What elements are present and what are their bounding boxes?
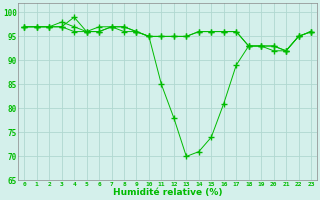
X-axis label: Humidité relative (%): Humidité relative (%)	[113, 188, 222, 197]
